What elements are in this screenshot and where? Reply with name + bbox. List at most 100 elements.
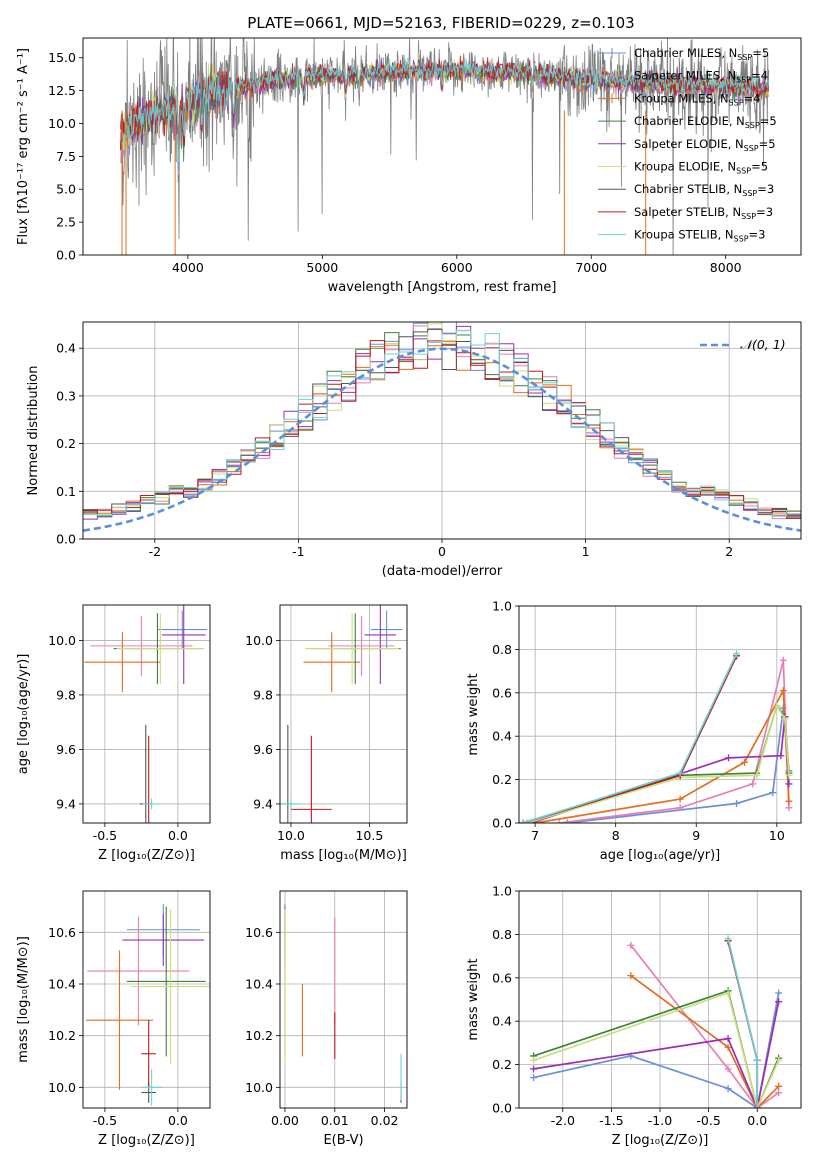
axis-label-y: Flux [fλ10⁻¹⁷ erg cm⁻² s⁻¹ A⁻¹] (16, 48, 31, 245)
tick-label-x: 5000 (306, 260, 338, 275)
weight-point-marker (775, 998, 783, 1006)
spectrum-model-line (120, 57, 769, 163)
axis-label-y: age [log₁₀(age/yr)] (16, 654, 31, 775)
weight-series-line (727, 940, 759, 1108)
weight-series-line (533, 991, 780, 1108)
weight-series-line (526, 703, 790, 823)
axis-label-x: Z [log₁₀(Z/Z⊙)] (98, 1133, 195, 1148)
weight-series-line (522, 655, 738, 823)
weight-point-marker (775, 1056, 783, 1064)
panel-age_vs_mass: 10.0 10.5 9.4 9.6 9.8 10.0 mass [log₁₀(M/M⊙)] (245, 604, 408, 863)
tick-label-y: 1.0 (492, 884, 512, 899)
tick-label-y: 0.1 (56, 484, 76, 499)
weight-series-line (522, 653, 738, 823)
tick-label-y: 0.2 (492, 772, 512, 787)
tick-label-x: 7000 (575, 260, 607, 275)
errorbar-point (364, 605, 397, 685)
weight-point-marker (781, 715, 789, 723)
plot-area (280, 605, 403, 823)
tick-label-y: 10.0 (48, 1080, 76, 1095)
tick-label-y: 0.6 (492, 970, 512, 985)
tick-label-y: 12.5 (48, 83, 76, 98)
axis-label-x: E(B-V) (323, 1133, 363, 1148)
tick-label-x: 10 (769, 828, 785, 843)
tick-label-y: 0.8 (492, 927, 512, 942)
weight-point-marker (724, 1084, 732, 1092)
legend-entry: Salpeter MILES, NSSP=4 (634, 69, 768, 85)
tick-label-y: 0.8 (492, 642, 512, 657)
panel-weight_vs_Z: -2.0 -1.5 -1.0 -0.5 0.0 0.0 0.2 0.4 0.6 0.8 1.0 Z [… (466, 884, 802, 1148)
axis-label-x: wavelength [Angstrom, rest frame] (328, 280, 557, 295)
errorbar-point (290, 735, 332, 823)
tick-label-y: 0.4 (492, 729, 512, 744)
tick-label-y: 9.6 (253, 742, 273, 757)
tick-label-x: 10.5 (355, 828, 383, 843)
legend-entry: Salpeter STELIB, NSSP=3 (634, 205, 773, 221)
tick-label-y: 5.0 (56, 182, 76, 197)
errorbar-point (116, 613, 205, 685)
axis-label-y: mass weight (466, 673, 481, 755)
weight-series-line (727, 940, 759, 1108)
weight-series-line (567, 707, 790, 823)
tick-label-x: -0.5 (93, 828, 117, 843)
tick-label-x: 8000 (710, 260, 742, 275)
axes-frame (82, 604, 211, 824)
weight-point-marker (785, 780, 793, 788)
errorbar-point (90, 615, 193, 676)
tick-label-x: -1.5 (599, 1113, 623, 1128)
errorbar-point (126, 906, 206, 1057)
tick-label-x: 1 (582, 544, 590, 559)
errorbar-point (131, 909, 210, 1065)
legend-entry: Kroupa MILES, NSSP=4 (634, 91, 760, 107)
errorbar-point (370, 610, 403, 649)
tick-label-y: 10.0 (245, 1080, 273, 1095)
tick-label-y: 10.4 (245, 977, 273, 992)
weight-point-marker (724, 754, 732, 762)
tick-label-y: 9.6 (56, 742, 76, 757)
panel-weight_vs_age: 7 8 9 10 0.0 0.2 0.4 0.6 0.8 1.0 age [log₁₀(age/yr… (466, 599, 802, 863)
tick-label-x: -0.5 (93, 1113, 117, 1128)
tick-label-y: 10.0 (245, 633, 273, 648)
weight-series-line (533, 1001, 780, 1108)
tick-label-y: 0.0 (56, 532, 76, 547)
tick-label-y: 0.4 (56, 341, 76, 356)
tick-label-x: 10.0 (277, 828, 305, 843)
plot-area (284, 903, 402, 1103)
panel-residuals: -2 -1 0 1 2 0.0 0.1 0.2 0.3 0.4 (data-model)/error… (26, 321, 802, 579)
errorbar-point (141, 1020, 156, 1088)
weight-point-marker (724, 935, 732, 943)
spectrum-legend: Chabrier MILES, NSSP=5 Salpeter MILES, NS… (598, 46, 777, 244)
axis-label-x: Z [log₁₀(Z/Z⊙)] (612, 1133, 709, 1148)
weight-point-marker (733, 650, 741, 658)
tick-label-y: 0.0 (492, 1101, 512, 1116)
plot-area (85, 903, 210, 1106)
axis-label-x: mass [log₁₀(M/M⊙)] (280, 848, 407, 863)
weight-point-marker (769, 789, 777, 797)
axis-label-x: age [log₁₀(age/yr)] (600, 848, 721, 863)
weight-point-marker (753, 1104, 761, 1108)
tick-label-y: 10.2 (48, 1028, 76, 1043)
tick-label-y: 0.3 (56, 388, 76, 403)
weight-point-marker (530, 1074, 538, 1082)
axes-frame (279, 890, 408, 1109)
tick-label-x: 2 (725, 544, 733, 559)
tick-label-x: -0.5 (696, 1113, 720, 1128)
tick-label-x: 0.02 (371, 1113, 399, 1128)
panel-mass_vs_ebv: 0.00 0.01 0.02 10.0 10.2 10.4 10.6 E(B-V) (245, 890, 408, 1148)
tick-label-x: -1 (292, 544, 304, 559)
tick-label-x: 0 (438, 544, 446, 559)
weight-point-marker (676, 804, 684, 812)
gaussian-legend-label: 𝒩(0, 1) (740, 337, 786, 352)
tick-label-x: 4000 (172, 260, 204, 275)
weight-point-marker (779, 656, 787, 664)
tick-label-x: 7 (531, 828, 539, 843)
tick-label-x: 9 (692, 828, 700, 843)
weight-point-marker (676, 769, 684, 777)
tick-label-y: 10.4 (48, 977, 76, 992)
plot-area (519, 650, 793, 823)
weight-point-marker (779, 687, 787, 695)
tick-label-y: 0.0 (56, 248, 76, 263)
tick-label-y: 0.4 (492, 1014, 512, 1029)
weight-point-marker (775, 1082, 783, 1090)
